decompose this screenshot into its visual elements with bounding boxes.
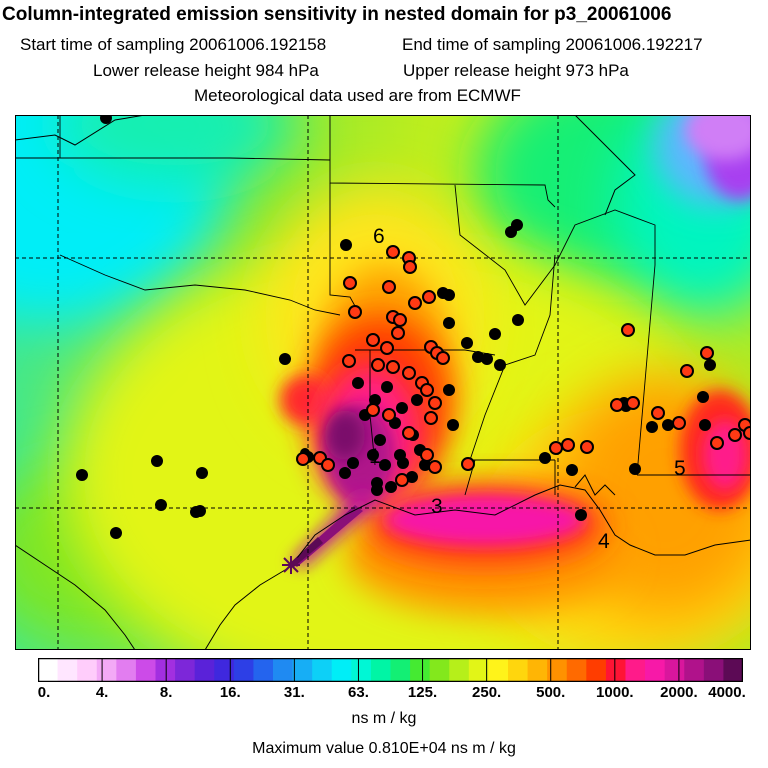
colorbar-swatch: [194, 658, 215, 682]
colorbar-swatch: [312, 658, 333, 682]
colorbar-swatch: [292, 658, 313, 682]
met-source-label: Meteorological data used are from ECMWF: [194, 86, 521, 105]
colorbar-swatches: [37, 657, 744, 683]
colorbar-swatch: [449, 658, 470, 682]
cluster-label-4: 4: [598, 530, 610, 553]
cluster-label-6: 6: [373, 225, 385, 248]
colorbar-swatch: [155, 658, 176, 682]
colorbar-swatch: [410, 658, 431, 682]
colorbar-tick-label: 1000.: [596, 684, 634, 701]
colorbar-swatch: [429, 658, 450, 682]
colorbar-swatch: [77, 658, 98, 682]
colorbar-tick-label: 2000.: [660, 684, 698, 701]
colorbar-swatch: [508, 658, 529, 682]
colorbar-tick-label: 4.: [95, 684, 109, 701]
colorbar-swatch: [96, 658, 117, 682]
cluster-label-5: 5: [674, 457, 686, 480]
colorbar-swatch: [684, 658, 705, 682]
lat-lon-grid: [15, 115, 751, 650]
colorbar-swatch: [488, 658, 509, 682]
colorbar-swatch: [586, 658, 607, 682]
plot-title: Column-integrated emission sensitivity i…: [2, 4, 672, 25]
colorbar-tick-label: 125.: [407, 684, 438, 701]
cluster-label-1: 1: [369, 445, 381, 468]
colorbar-swatch: [390, 658, 411, 682]
colorbar-tick-label: 8.: [159, 684, 173, 701]
colorbar-swatch: [135, 658, 157, 682]
upper-release-label: Upper release height 973 hPa: [403, 61, 629, 80]
colorbar-tick-label: 250.: [472, 684, 502, 701]
colorbar-tick-label: 0.: [37, 684, 51, 701]
colorbar-swatch: [370, 658, 392, 682]
colorbar-swatch: [645, 658, 666, 682]
colorbar-tick-label: 16.: [219, 684, 241, 701]
sensitivity-field: 6 1 3 4 5: [15, 115, 751, 650]
end-time-label: End time of sampling 20061006.192217: [402, 35, 703, 54]
lower-release-label: Lower release height 984 hPa: [93, 61, 319, 80]
colorbar-swatch: [605, 658, 627, 682]
colorbar-swatch: [566, 658, 587, 682]
colorbar-swatch: [547, 658, 568, 682]
colorbar-swatch: [175, 658, 196, 682]
release-point-marker: [282, 556, 300, 574]
cluster-label-3: 3: [431, 495, 443, 518]
colorbar-swatch: [233, 658, 255, 682]
map-frame: [15, 115, 751, 650]
colorbar: [37, 657, 744, 683]
start-time-label: Start time of sampling 20061006.192158: [20, 35, 327, 54]
colorbar-swatch: [468, 658, 490, 682]
colorbar-swatch: [723, 658, 744, 682]
colorbar-swatch: [703, 658, 725, 682]
colorbar-frame: [37, 657, 744, 683]
colorbar-swatch: [38, 658, 59, 682]
colorbar-swatch: [351, 658, 372, 682]
colorbar-swatch: [625, 658, 646, 682]
colorbar-swatch: [664, 658, 685, 682]
units-label: ns m / kg: [351, 710, 417, 727]
colorbar-tick-label: 31.: [283, 684, 305, 701]
colorbar-swatch: [57, 658, 78, 682]
colorbar-swatch: [273, 658, 294, 682]
colorbar-tick-label: 63.: [348, 684, 369, 701]
colorbar-swatch: [116, 658, 137, 682]
colorbar-swatch: [527, 658, 548, 682]
colorbar-swatch: [214, 658, 235, 682]
colorbar-tick-label: 4000.: [708, 684, 746, 701]
colorbar-tick-label: 500.: [536, 684, 566, 701]
max-value-label: Maximum value 0.810E+04 ns m / kg: [252, 740, 516, 757]
colorbar-swatch: [331, 658, 352, 682]
colorbar-swatch: [253, 658, 274, 682]
coastline: [15, 115, 751, 650]
emission-sensitivity-map: 6 1 3 4 5: [15, 115, 751, 650]
station-dots-red: [296, 245, 751, 487]
